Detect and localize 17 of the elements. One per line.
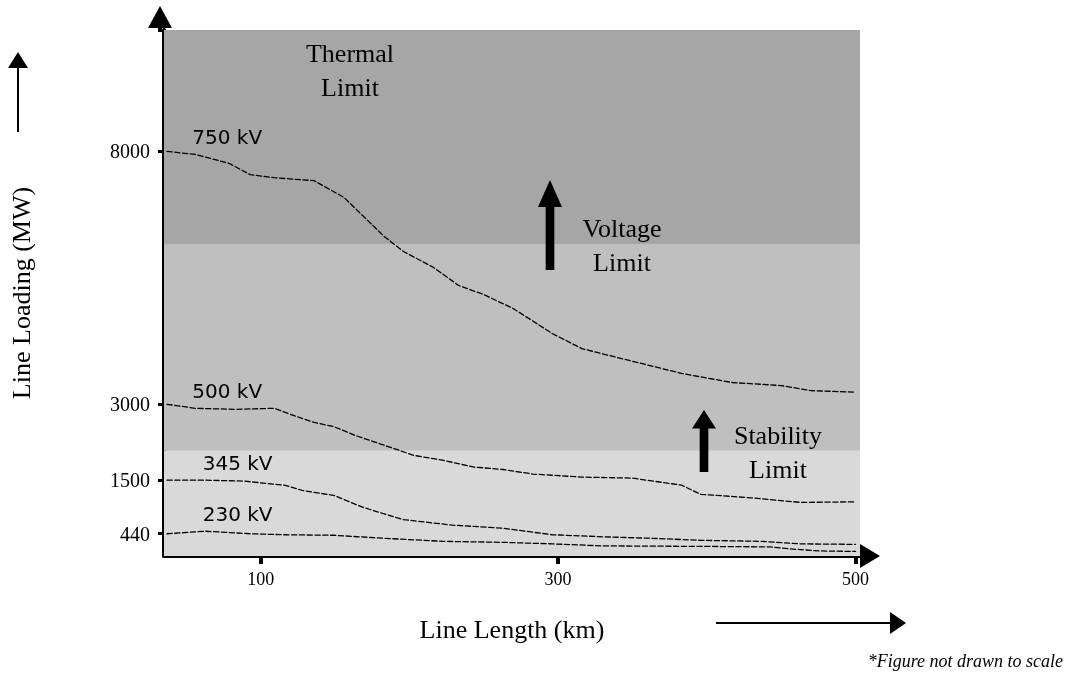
y-tick-label: 8000: [110, 140, 150, 163]
annotation: Stability Limit: [733, 420, 823, 484]
series-label: 750 kV: [192, 125, 263, 150]
y-axis-title: Line Loading (MW): [6, 186, 36, 400]
y-tick-label: 1500: [110, 469, 150, 492]
x-tick-label: 100: [247, 569, 275, 589]
annotation: Voltage Limit: [582, 213, 662, 277]
annotation: Thermal Limit: [305, 38, 395, 102]
x-axis-title: Line Length (km): [419, 614, 605, 644]
text: *Figure not drawn to scale: [867, 651, 1064, 671]
x-tick-label: 500: [842, 569, 870, 589]
series-label: 345 kV: [202, 451, 273, 476]
series-label: 500 kV: [192, 379, 263, 404]
x-tick-label: 300: [544, 569, 572, 589]
series-label: 230 kV: [202, 502, 273, 527]
y-tick-label: 440: [120, 522, 150, 545]
y-tick-label: 3000: [110, 393, 150, 416]
